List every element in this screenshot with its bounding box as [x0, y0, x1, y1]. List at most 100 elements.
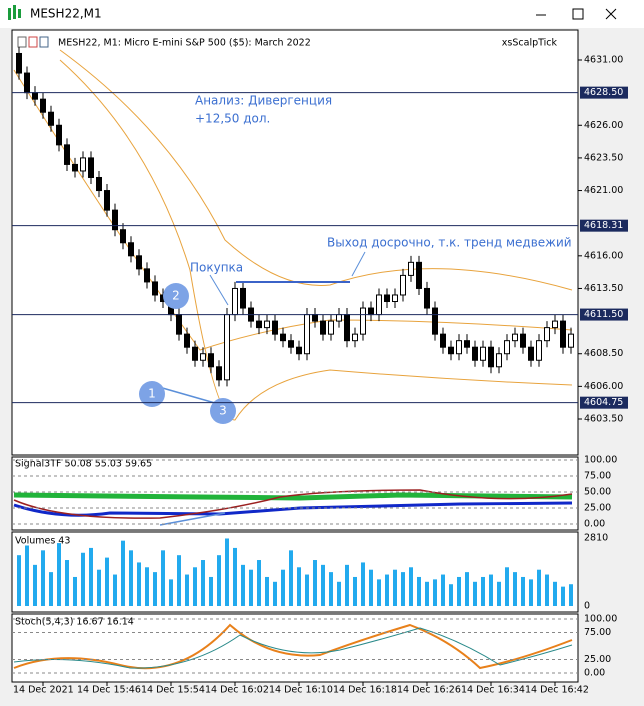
volume-bar: [65, 560, 69, 606]
volume-bar: [553, 581, 557, 606]
candle-body: [56, 124, 62, 146]
buy-arrow: [209, 274, 229, 306]
marker-label: 3: [219, 404, 227, 418]
time-label: 14 Dec 16:42: [525, 685, 589, 696]
time-label: 14 Dec 16:26: [397, 685, 461, 696]
candles: [16, 46, 574, 387]
candle-body: [376, 294, 382, 316]
annotation: Выход досрочно, т.к. тренд медвежий: [327, 236, 572, 250]
candle-body: [216, 366, 222, 381]
candle-body: [24, 72, 30, 94]
bollinger-mid: [13, 69, 573, 351]
bollinger-lower: [59, 59, 573, 421]
time-label: 14 Dec 15:46: [77, 685, 141, 696]
candle-body: [416, 261, 422, 289]
time-label: 14 Dec 16:34: [461, 685, 525, 696]
candle-body: [280, 333, 286, 342]
volume-bar: [345, 564, 349, 606]
bollinger-upper: [59, 49, 573, 291]
volume-bar: [153, 572, 157, 606]
candle-body: [256, 320, 262, 329]
candle-body: [48, 111, 54, 126]
candle-body: [384, 294, 390, 303]
candle-body: [344, 314, 350, 342]
volume-tick-label: 2810: [584, 533, 608, 544]
level-box: [580, 396, 628, 409]
level-box: [580, 86, 628, 99]
volume-bar: [241, 564, 245, 606]
candle-body: [272, 320, 278, 335]
candle-body: [560, 320, 566, 348]
price-label: 4603.50: [584, 414, 623, 425]
candle-body: [536, 340, 542, 361]
volume-bar: [465, 572, 469, 606]
price-chart: [11, 29, 579, 456]
volume-bar: [473, 581, 477, 606]
stoch-tick-label: 25.00: [584, 654, 611, 665]
candle-body: [408, 261, 414, 276]
candle-body: [96, 176, 102, 192]
volume-bar: [545, 574, 549, 606]
volume-bar: [217, 555, 221, 606]
volume-bar: [121, 540, 125, 606]
divergence-line: [159, 512, 226, 526]
candle-body: [400, 274, 406, 296]
candle-body: [368, 307, 374, 316]
volume-bar: [505, 567, 509, 606]
candle-body: [72, 163, 78, 172]
volume-bar: [161, 550, 165, 606]
candle-body: [464, 340, 470, 348]
volume-bar: [41, 550, 45, 606]
candle-body: [424, 287, 430, 309]
candle-body: [448, 346, 454, 355]
volume-bar: [289, 550, 293, 606]
volume-bar: [521, 576, 525, 606]
volume-bar: [313, 560, 317, 606]
candle-body: [328, 320, 334, 335]
panel-label: Signal3TF 50.08 55.03 59.65: [15, 459, 152, 470]
candle-body: [312, 314, 318, 322]
level-label: 4604.75: [584, 397, 623, 408]
close-button[interactable]: [605, 8, 617, 20]
candle-body: [80, 157, 86, 172]
volume-bar: [513, 572, 517, 606]
marker-label: 1: [148, 387, 156, 401]
volume-bar: [417, 576, 421, 606]
maximize-button[interactable]: [572, 8, 584, 20]
candle-body: [240, 287, 246, 309]
exit-arrow: [351, 251, 366, 277]
volume-bar: [33, 564, 37, 606]
signal-tick-label: 100.00: [584, 455, 617, 466]
stoch-panel: [11, 613, 579, 683]
volume-bar: [97, 569, 101, 606]
annotation: Анализ: Дивергенция: [195, 94, 332, 108]
candle-body: [16, 52, 22, 74]
header-icons: [17, 36, 49, 48]
signal-tick-label: 75.00: [584, 471, 611, 482]
candle-body: [112, 209, 118, 231]
candle-body: [336, 314, 342, 322]
candle-body: [320, 320, 326, 335]
candle-body: [552, 320, 558, 329]
candle-body: [152, 281, 158, 296]
volume-bar: [105, 557, 109, 606]
volume-bar: [409, 567, 413, 606]
annotation: Покупка: [190, 261, 243, 275]
volume-bar: [401, 572, 405, 606]
candle-body: [184, 333, 190, 348]
volume-bar: [425, 581, 429, 606]
volume-bar: [113, 574, 117, 606]
candle-body: [392, 294, 398, 303]
candle-body: [120, 229, 126, 244]
candle-body: [504, 340, 510, 355]
volume-bar: [169, 579, 173, 606]
app-icon: [8, 5, 21, 20]
volume-bar: [481, 576, 485, 606]
time-label: 14 Dec 16:02: [205, 685, 269, 696]
candle-body: [296, 346, 302, 355]
volume-bar: [489, 574, 493, 606]
volume-bar: [329, 572, 333, 606]
candle-body: [568, 333, 574, 348]
volume-bar: [177, 555, 181, 606]
volume-bar: [49, 572, 53, 606]
